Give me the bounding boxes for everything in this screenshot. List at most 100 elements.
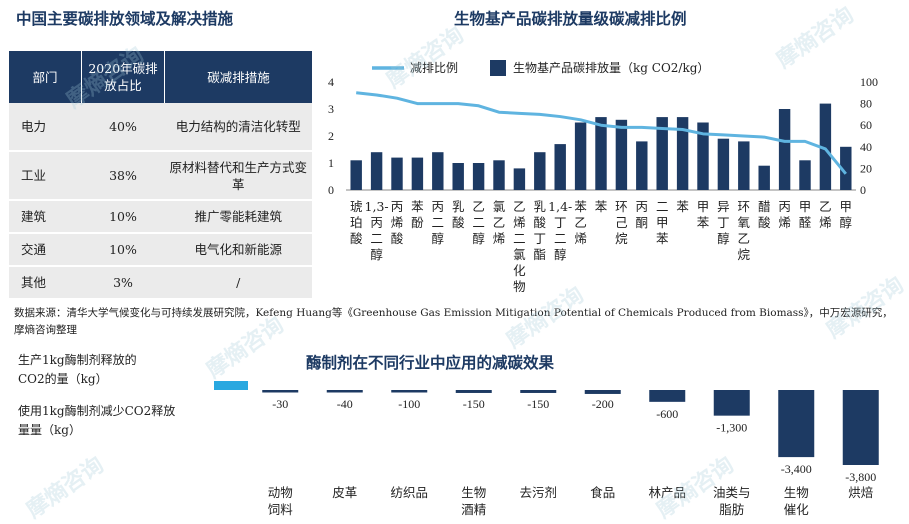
bar-value-label: -150 bbox=[463, 397, 485, 411]
source-note: 数据来源：清华大学气候变化与可持续发展研究院，Kefeng Huang等《Gre… bbox=[14, 307, 893, 336]
header-sector: 部门 bbox=[9, 51, 82, 103]
bar-value-label: -40 bbox=[337, 397, 353, 411]
cell-sector: 建筑 bbox=[9, 200, 82, 234]
enzyme-reduction-chart: 生产1kg酶制剂释放的 CO2的量（kg） 使用1kg酶制剂减少CO2释放量量（kg… bbox=[18, 352, 879, 517]
cell-share: 3% bbox=[81, 266, 165, 300]
bar-emission bbox=[452, 163, 464, 190]
cell-sector: 其他 bbox=[9, 266, 82, 300]
title-emission-table: 中国主要碳排放领域及解决措施 bbox=[16, 9, 234, 28]
y-left-tick-label: 3 bbox=[328, 102, 334, 116]
x-category-label: 乙烯二氯化物 bbox=[513, 199, 526, 294]
x-category-label: 丙酮 bbox=[636, 199, 649, 230]
bar-value-label: -100 bbox=[398, 397, 420, 411]
y-left-tick-label: 1 bbox=[328, 156, 334, 170]
x-category-label: 苯 bbox=[595, 199, 608, 214]
bar-emission bbox=[554, 144, 566, 190]
bar-emission bbox=[758, 165, 770, 190]
legend-bar-swatch bbox=[490, 60, 506, 76]
bar-reduction bbox=[391, 390, 428, 393]
bar-reduction bbox=[778, 390, 815, 458]
x-category-label: 纺织品 bbox=[390, 485, 428, 500]
bar-emission bbox=[370, 152, 383, 190]
x-category-label: 苯酚 bbox=[411, 199, 424, 230]
bar-emission bbox=[534, 152, 546, 190]
title-enzyme-chart: 酶制剂在不同行业中应用的减碳效果 bbox=[306, 353, 555, 372]
y-left-tick-label: 4 bbox=[328, 75, 334, 89]
bar-emission bbox=[411, 157, 424, 190]
x-category-label: 环氧乙烷 bbox=[738, 199, 751, 262]
bar-emission bbox=[636, 141, 648, 190]
bar-value-label: -1,300 bbox=[716, 421, 747, 435]
bar-value-label: -600 bbox=[656, 407, 678, 421]
table-row: 工业 38% 原材料替代和生产方式变革 bbox=[9, 151, 312, 201]
x-category-label: 丙烯 bbox=[778, 199, 791, 230]
bar-reduction bbox=[713, 390, 750, 416]
x-category-label: 甲苯 bbox=[697, 199, 710, 230]
y-right-tick-label: 0 bbox=[860, 183, 866, 197]
bar-emission bbox=[513, 168, 526, 190]
bar-value-label: -200 bbox=[592, 397, 614, 411]
x-category-label: 动物饲料 bbox=[268, 485, 294, 517]
x-category-label: 乳酸丁酯 bbox=[534, 199, 547, 262]
table-row: 建筑 10% 推广零能耗建筑 bbox=[9, 200, 312, 234]
cell-share: 10% bbox=[81, 233, 165, 267]
y-left-tick-label: 2 bbox=[328, 129, 334, 143]
bar-emission bbox=[432, 152, 444, 190]
bar-reduction bbox=[326, 390, 363, 393]
bar-emission bbox=[799, 160, 811, 190]
x-category-label: 醋酸 bbox=[758, 199, 771, 230]
header-measure: 碳减排措施 bbox=[164, 51, 312, 103]
x-category-label: 生物催化 bbox=[784, 485, 810, 517]
cell-share: 40% bbox=[81, 103, 165, 152]
table-row: 交通 10% 电气化和新能源 bbox=[9, 233, 312, 267]
x-category-label: 油类与脂肪 bbox=[713, 485, 751, 517]
x-category-label: 苯乙烯 bbox=[574, 199, 587, 246]
cell-measure: 电力结构的清洁化转型 bbox=[164, 103, 312, 152]
bar-reduction bbox=[262, 390, 299, 393]
bar-emission bbox=[697, 122, 709, 190]
bar-value-label: -150 bbox=[527, 397, 549, 411]
bar-emission bbox=[738, 141, 750, 190]
x-category-label: 琥珀酸 bbox=[350, 199, 363, 246]
cell-sector: 工业 bbox=[9, 151, 82, 201]
x-category-label: 1,4-丁二醇 bbox=[548, 199, 572, 262]
cell-measure: / bbox=[164, 266, 312, 300]
bar-emission bbox=[717, 138, 730, 190]
y-right-tick-label: 20 bbox=[860, 161, 872, 175]
x-category-label: 苯 bbox=[676, 199, 689, 214]
cell-measure: 原材料替代和生产方式变革 bbox=[164, 151, 312, 201]
bar-emission bbox=[778, 109, 791, 190]
biobased-emission-chart: 01234020406080100琥珀酸1,3-丙二醇丙烯酸苯酚丙二醇乳酸乙二醇… bbox=[328, 60, 878, 294]
bar-emission bbox=[493, 160, 505, 190]
x-category-label: 林产品 bbox=[648, 485, 686, 500]
x-category-label: 烘焙 bbox=[848, 485, 873, 500]
bar-emission bbox=[472, 163, 485, 190]
cell-share: 10% bbox=[81, 200, 165, 234]
x-category-label: 乙烯 bbox=[819, 199, 832, 230]
x-category-label: 乳酸 bbox=[452, 199, 465, 230]
bar-reduction bbox=[842, 390, 879, 465]
title-biobased-chart: 生物基产品碳排放量级碳减排比例 bbox=[454, 9, 687, 28]
legend-line-label: 减排比例 bbox=[410, 61, 458, 75]
legend-bar-label: 生物基产品碳排放量（kg CO2/kg） bbox=[513, 60, 709, 75]
bar-emission bbox=[676, 117, 689, 190]
x-category-label: 丙二醇 bbox=[432, 199, 445, 246]
x-category-label: 乙二醇 bbox=[472, 199, 485, 246]
line-reduction-ratio bbox=[356, 91, 847, 175]
bar-emission bbox=[391, 157, 403, 190]
cell-sector: 电力 bbox=[9, 103, 82, 152]
row-label-reduction: 使用1kg酶制剂减少CO2释放量量（kg） bbox=[18, 403, 175, 437]
table-header-row: 部门 2020年碳排放占比 碳减排措施 bbox=[9, 51, 312, 103]
x-category-label: 生物酒精 bbox=[461, 485, 486, 517]
bar-value-label: -3,400 bbox=[781, 462, 812, 476]
table-row: 其他 3% / bbox=[9, 266, 312, 300]
bar-emission bbox=[656, 117, 668, 190]
x-category-label: 皮革 bbox=[332, 485, 357, 500]
x-category-label: 甲醇 bbox=[840, 199, 853, 230]
bar-reduction bbox=[584, 390, 621, 394]
x-category-label: 氯乙烯 bbox=[493, 199, 506, 246]
x-category-label: 1,3-丙二醇 bbox=[365, 199, 389, 262]
y-right-tick-label: 80 bbox=[860, 97, 872, 111]
y-left-tick-label: 0 bbox=[328, 183, 334, 197]
bar-emission bbox=[574, 122, 587, 190]
